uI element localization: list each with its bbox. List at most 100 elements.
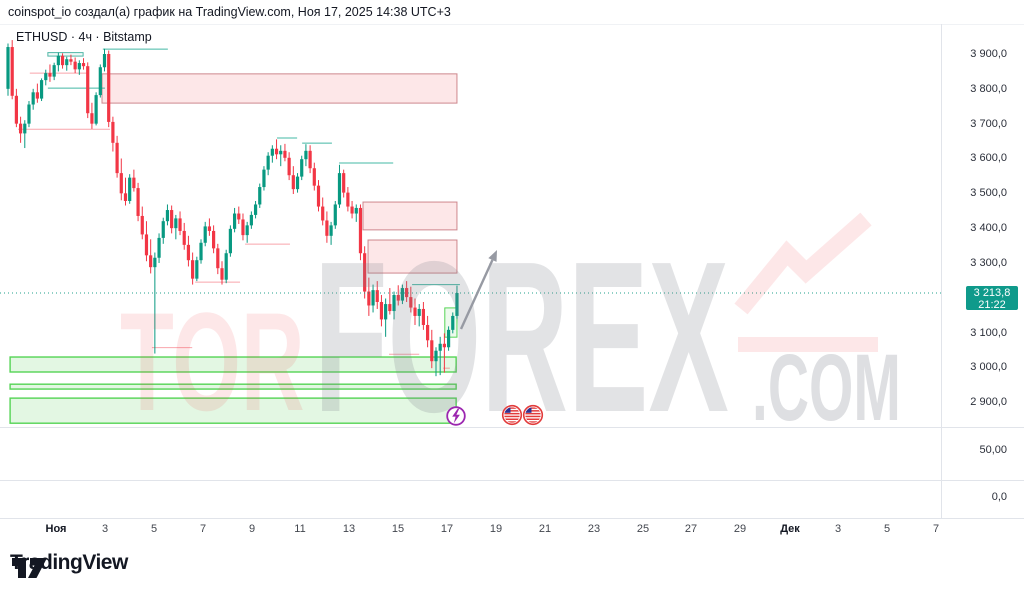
candle-body: [182, 230, 186, 245]
price-axis[interactable]: 3 900,0 3 800,0 3 700,0 3 600,0 3 500,0 3 400…: [942, 25, 1024, 518]
candle: [191, 252, 195, 285]
price-tick-label: 3 900,0: [970, 48, 1007, 60]
candle: [304, 144, 308, 167]
candle: [73, 57, 77, 74]
flag-face: [525, 407, 541, 423]
candle-body: [153, 257, 157, 268]
us-flag-marker-icon[interactable]: [522, 404, 544, 426]
candle: [18, 116, 23, 143]
candle-body: [379, 301, 384, 320]
candle: [149, 239, 153, 274]
candle: [35, 83, 39, 103]
candle-body: [31, 92, 35, 105]
candle: [350, 200, 354, 219]
candle: [249, 211, 253, 229]
candle-body: [295, 176, 300, 190]
candle-body: [128, 177, 132, 201]
candle-body: [44, 73, 48, 81]
candle: [413, 298, 417, 325]
last-price-value: 3 213,8: [973, 287, 1011, 299]
candle-body: [417, 308, 421, 316]
candle-body: [98, 67, 102, 96]
candle: [253, 200, 258, 219]
candle: [379, 295, 384, 327]
candle: [56, 52, 60, 72]
candle: [165, 204, 170, 226]
supply-zone[interactable]: [362, 201, 458, 231]
candle-body: [191, 260, 195, 279]
candle-body: [73, 61, 77, 70]
price-tick-label: 3 000,0: [970, 361, 1007, 374]
candle: [325, 211, 329, 243]
pane-divider-1[interactable]: [0, 427, 1024, 428]
supply-zone[interactable]: [101, 73, 458, 104]
candle: [434, 347, 438, 377]
candle-body: [52, 65, 56, 77]
header-divider: [0, 24, 1024, 25]
candle-body: [325, 220, 329, 236]
candle: [212, 225, 216, 254]
candle: [39, 78, 44, 102]
candle-body: [337, 173, 342, 205]
flag-stripe: [504, 415, 520, 418]
lightning-marker-icon[interactable]: [446, 406, 466, 426]
us-flag-marker-icon[interactable]: [501, 404, 523, 426]
candle: [136, 182, 140, 222]
candle: [232, 207, 237, 233]
candle-body: [212, 230, 216, 249]
demand-zone[interactable]: [9, 383, 457, 390]
candle-body: [6, 47, 10, 89]
price-tick-label: 3 400,0: [970, 222, 1007, 235]
bar-countdown: 21:22: [978, 299, 1006, 311]
demand-zone[interactable]: [9, 356, 457, 373]
flag-stripe: [504, 410, 520, 412]
candle-body: [455, 293, 459, 316]
candle-body: [400, 288, 405, 301]
candle-body: [69, 59, 73, 62]
candle-body: [14, 95, 18, 124]
candle-body: [136, 188, 140, 216]
candle: [367, 277, 371, 316]
time-tick-label: 29: [733, 523, 747, 535]
candle: [81, 58, 86, 70]
candle-body: [224, 253, 228, 280]
last-price-badge[interactable]: 3 213,8 21:22: [966, 286, 1018, 311]
pane3-axis-label: 0,0: [991, 491, 1007, 503]
time-tick-label: 19: [489, 523, 503, 535]
symbol-legend[interactable]: ETHUSD · 4ч · Bitstamp: [16, 30, 152, 44]
candle-body: [216, 248, 220, 269]
supply-zone[interactable]: [367, 239, 458, 274]
candle-body: [253, 204, 258, 215]
time-tick-label: 3: [834, 523, 842, 535]
candle: [128, 174, 132, 204]
candle-body: [405, 288, 409, 298]
candle-body: [396, 295, 400, 301]
candle-body: [207, 226, 212, 231]
candle: [65, 56, 69, 71]
candle: [392, 291, 396, 320]
pane-divider-2[interactable]: [0, 480, 1024, 481]
candle: [182, 222, 186, 250]
candle: [119, 158, 123, 201]
candle: [396, 285, 400, 306]
candle-body: [161, 221, 165, 238]
time-axis-border: [0, 518, 1024, 519]
teal-range-box[interactable]: [47, 52, 84, 57]
tradingview-logo[interactable]: TradingView: [10, 551, 128, 578]
trend-arrow[interactable]: [459, 259, 494, 330]
pane2-axis-label: 50,00: [979, 444, 1007, 456]
candle: [195, 256, 199, 282]
candle: [60, 53, 65, 69]
candle: [279, 145, 283, 167]
time-axis[interactable]: Ноя 3 5 7 9 11 13 15 17 19 21 23 25 27 29 Дек 3 5 7: [0, 519, 1024, 543]
time-tick-label: 5: [883, 523, 891, 535]
time-tick-label: 13: [342, 523, 356, 535]
candle: [258, 183, 262, 208]
candle-body: [165, 210, 170, 222]
candle-body: [262, 169, 266, 188]
candle-body: [321, 206, 325, 221]
candle: [14, 88, 18, 128]
tradingview-logo-icon: [12, 558, 47, 578]
candle-body: [94, 95, 98, 124]
candle-body: [232, 213, 237, 229]
